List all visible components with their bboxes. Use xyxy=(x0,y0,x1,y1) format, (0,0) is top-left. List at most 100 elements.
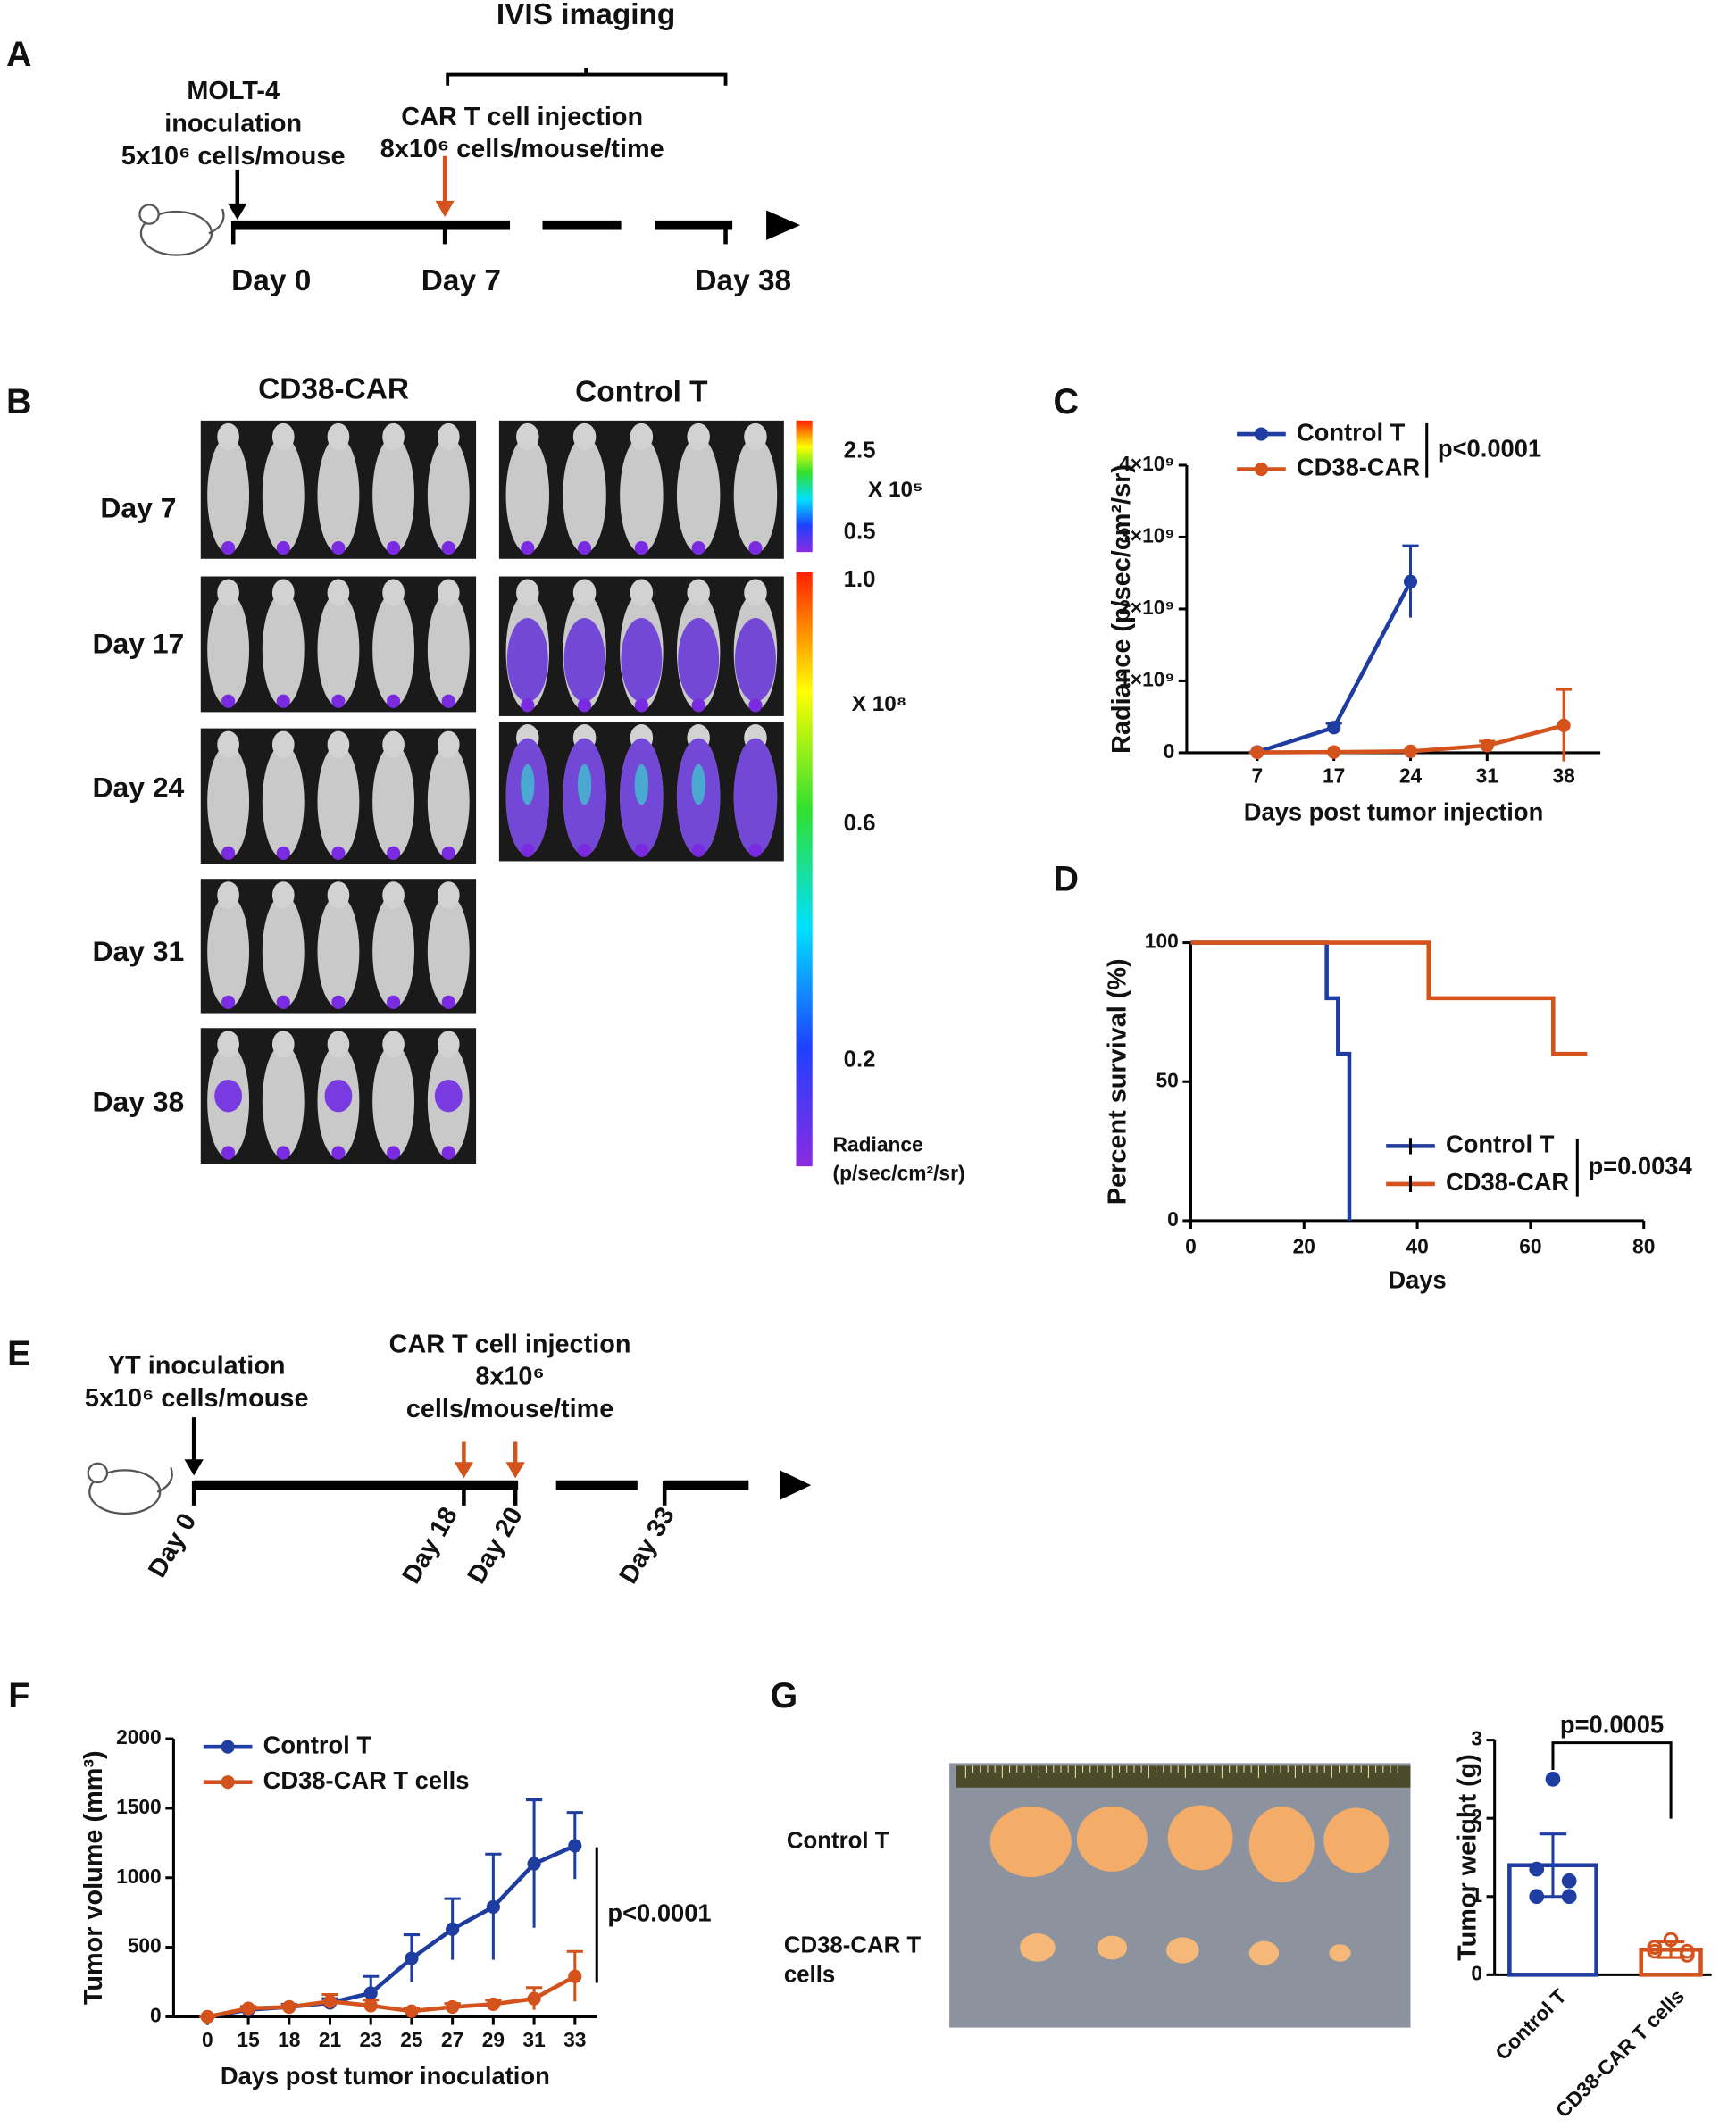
x-tick-label: 0 xyxy=(1185,1234,1197,1257)
x-tick-label: 33 xyxy=(563,2028,586,2051)
mouse xyxy=(207,592,250,707)
mouse-head xyxy=(271,1031,295,1058)
series-line xyxy=(206,1843,576,2019)
y-tick-label: 0 xyxy=(1471,1961,1482,1984)
mouse-head xyxy=(687,422,710,451)
data-point xyxy=(446,1922,460,1936)
data-point xyxy=(200,2009,214,2024)
y-tick-label: 3 xyxy=(1471,1727,1482,1750)
imaging-label: IVIS imaging xyxy=(497,0,675,31)
data-point xyxy=(1545,1772,1561,1787)
legend-label: Control T xyxy=(263,1731,372,1758)
data-point xyxy=(363,1986,378,2000)
data-point xyxy=(1403,744,1418,758)
photo-row-label: Control T xyxy=(787,1828,889,1853)
data-point xyxy=(1529,1861,1545,1877)
data-point xyxy=(1327,745,1341,759)
tumor xyxy=(1076,1807,1148,1872)
data-point xyxy=(486,1997,500,2012)
signal xyxy=(276,694,290,708)
signal xyxy=(331,694,346,708)
mouse xyxy=(372,592,415,707)
x-axis-label: Days post tumor inoculation xyxy=(221,2062,550,2090)
mouse xyxy=(262,592,305,707)
signal xyxy=(441,846,455,860)
data-point xyxy=(363,1999,378,2013)
colorbar-label: 2.5 xyxy=(844,438,876,463)
mouse-head xyxy=(437,730,460,759)
p-value: p=0.0034 xyxy=(1588,1152,1692,1180)
panel-letter: E xyxy=(7,1334,30,1373)
x-tick-label: 80 xyxy=(1632,1234,1655,1257)
y-axis-label: Tumor weight (g) xyxy=(1453,1754,1481,1961)
panel-letter: B xyxy=(6,382,32,421)
mouse xyxy=(620,437,664,554)
x-tick-label: 38 xyxy=(1552,764,1574,787)
legend-label: Control T xyxy=(1297,418,1406,446)
signal xyxy=(441,1146,455,1160)
timeline-arrow xyxy=(780,1470,812,1500)
mouse xyxy=(317,592,360,707)
mouse-head xyxy=(516,579,539,606)
y-tick-label: 500 xyxy=(128,1934,162,1957)
signal xyxy=(276,1146,290,1160)
colorbar-label: 0.6 xyxy=(844,811,876,836)
signal xyxy=(386,846,401,860)
p-value: p=0.0005 xyxy=(1560,1711,1664,1739)
x-tick-label: 31 xyxy=(1476,764,1499,787)
x-axis-label: Days post tumor injection xyxy=(1244,798,1544,826)
mouse xyxy=(427,592,470,707)
mouse xyxy=(427,437,470,554)
signal xyxy=(221,846,236,860)
data-point xyxy=(1561,1889,1577,1905)
x-tick-label: 40 xyxy=(1406,1234,1428,1257)
x-tick-label: 23 xyxy=(360,2028,382,2051)
x-tick-label: 60 xyxy=(1519,1234,1541,1257)
signal xyxy=(221,541,236,555)
inoculation-label: YT inoculation xyxy=(108,1352,286,1381)
y-tick-label: 0 xyxy=(1167,1207,1179,1231)
y-tick-label: 2×10⁹ xyxy=(1119,596,1174,619)
arrow-head xyxy=(228,203,247,221)
legend-label: CD38-CAR xyxy=(1297,454,1420,481)
signal xyxy=(386,995,401,1009)
mouse-head xyxy=(327,422,350,451)
panel-letter: A xyxy=(6,35,32,74)
signal xyxy=(748,698,763,713)
signal xyxy=(521,764,535,805)
y-axis-label: Radiance (p/sec/cm²/sr) xyxy=(1107,464,1136,754)
row-label: Day 17 xyxy=(93,627,185,659)
arrow-head xyxy=(435,200,455,218)
signal xyxy=(441,995,455,1009)
inoculation-label: MOLT-4 xyxy=(187,77,280,105)
injection-label: cells/mouse/time xyxy=(406,1395,613,1423)
signal xyxy=(734,617,776,702)
mouse-head xyxy=(382,730,405,759)
mouse-head xyxy=(217,1031,239,1058)
legend-marker xyxy=(1254,462,1269,477)
mouse-head xyxy=(271,579,295,606)
signal xyxy=(521,541,535,555)
x-tick-label: Control T xyxy=(1490,1984,1571,2065)
mouse xyxy=(733,437,778,554)
mouse-head xyxy=(327,881,350,909)
y-axis-label: Percent survival (%) xyxy=(1104,958,1132,1205)
mouse-head xyxy=(382,422,405,451)
data-point xyxy=(1529,1889,1545,1905)
mouse xyxy=(372,1044,415,1159)
imaging-bracket xyxy=(446,67,728,86)
injection-label: 8x10⁶ xyxy=(475,1363,544,1391)
signal xyxy=(634,541,648,555)
tumor xyxy=(1166,1937,1199,1964)
mouse-head xyxy=(437,881,460,909)
y-tick-label: 1×10⁹ xyxy=(1119,667,1174,690)
y-tick-label: 1500 xyxy=(116,1795,162,1818)
mouse-icon xyxy=(88,1469,162,1515)
y-tick-label: 0 xyxy=(150,2003,162,2026)
x-tick-label: 20 xyxy=(1293,1234,1315,1257)
column-label: CD38-CAR xyxy=(258,372,409,405)
x-tick-label: 7 xyxy=(1252,764,1264,787)
colorbar-label: 0.2 xyxy=(844,1047,876,1072)
data-point xyxy=(282,1999,296,2015)
